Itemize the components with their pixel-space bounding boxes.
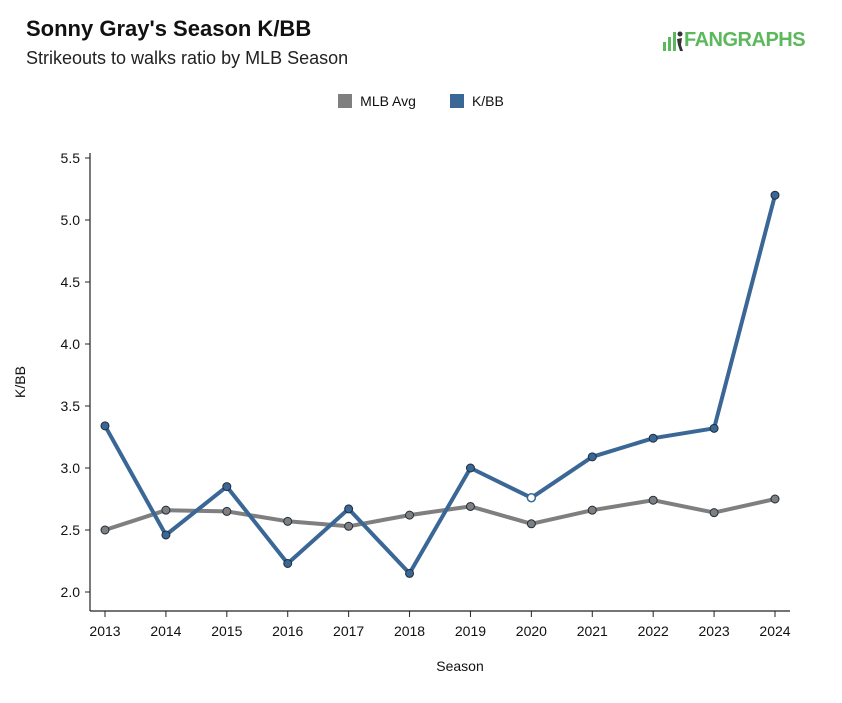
x-tick-label: 2014	[150, 623, 181, 639]
x-tick-label: 2015	[211, 623, 242, 639]
data-point-mlb-avg-2013	[100, 525, 110, 535]
data-point-mlb-avg-2014	[161, 505, 171, 515]
y-tick-label: 5.0	[61, 212, 81, 228]
data-point-k-bb-2024	[770, 190, 780, 200]
data-point-mlb-avg-2015	[222, 506, 232, 516]
legend-item-mlb-avg[interactable]: MLB Avg	[338, 93, 416, 109]
x-tick-label: 2013	[89, 623, 120, 639]
y-tick-label: 4.5	[61, 274, 81, 290]
y-axis-title: K/BB	[12, 366, 28, 398]
data-point-mlb-avg-2021	[587, 505, 597, 515]
data-point-mlb-avg-2017	[344, 521, 354, 531]
data-point-mlb-avg-2018	[405, 510, 415, 520]
x-tick-label: 2020	[516, 623, 547, 639]
data-point-k-bb-2017	[344, 504, 354, 514]
x-tick-label: 2022	[638, 623, 669, 639]
fangraphs-logo[interactable]: FANGRAPHS	[662, 29, 806, 52]
data-point-k-bb-2014	[161, 530, 171, 540]
data-point-k-bb-2023	[709, 423, 719, 433]
y-tick-label: 3.0	[61, 460, 81, 476]
series-line-mlb-avg	[103, 497, 777, 532]
legend-label-mlb-avg: MLB Avg	[360, 93, 416, 109]
data-point-k-bb-2021	[587, 452, 597, 462]
series-line-k-bb	[103, 193, 777, 576]
y-tick-label: 2.0	[61, 584, 81, 600]
data-point-mlb-avg-2020	[526, 519, 536, 529]
data-point-k-bb-2018	[405, 568, 415, 578]
fangraphs-logo-icon	[663, 31, 683, 51]
legend-swatch-kbb	[449, 94, 464, 108]
legend-item-kbb[interactable]: K/BB	[449, 93, 504, 109]
x-tick-label: 2023	[699, 623, 730, 639]
y-tick-label: 5.5	[61, 150, 81, 166]
data-point-mlb-avg-2019	[465, 501, 475, 511]
y-tick-label: 3.5	[61, 398, 81, 414]
data-point-mlb-avg-2024	[770, 494, 780, 504]
data-point-k-bb-2013	[100, 421, 110, 431]
fangraphs-logo-text: FANGRAPHS	[684, 29, 806, 51]
x-tick-label: 2018	[394, 623, 425, 639]
x-tick-label: 2024	[759, 623, 790, 639]
y-tick-label: 4.0	[61, 336, 81, 352]
data-point-k-bb-2016	[283, 558, 293, 568]
y-tick-label: 2.5	[61, 522, 81, 538]
data-point-mlb-avg-2022	[648, 495, 658, 505]
legend-swatch-mlb-avg	[338, 94, 353, 108]
x-axis-title: Season	[436, 658, 483, 674]
data-point-k-bb-2020	[526, 493, 537, 503]
data-point-mlb-avg-2016	[283, 516, 293, 526]
data-point-k-bb-2019	[465, 463, 475, 473]
x-tick-label: 2016	[272, 623, 303, 639]
chart-title: Sonny Gray's Season K/BB	[26, 16, 312, 41]
data-point-mlb-avg-2023	[709, 508, 719, 518]
chart-subtitle: Strikeouts to walks ratio by MLB Season	[26, 48, 349, 68]
legend: MLB Avg K/BB	[0, 93, 842, 109]
x-tick-label: 2019	[455, 623, 486, 639]
x-tick-label: 2017	[333, 623, 364, 639]
data-point-k-bb-2022	[648, 433, 658, 443]
x-tick-label: 2021	[577, 623, 608, 639]
legend-label-kbb: K/BB	[471, 93, 504, 109]
data-point-k-bb-2015	[222, 482, 232, 492]
